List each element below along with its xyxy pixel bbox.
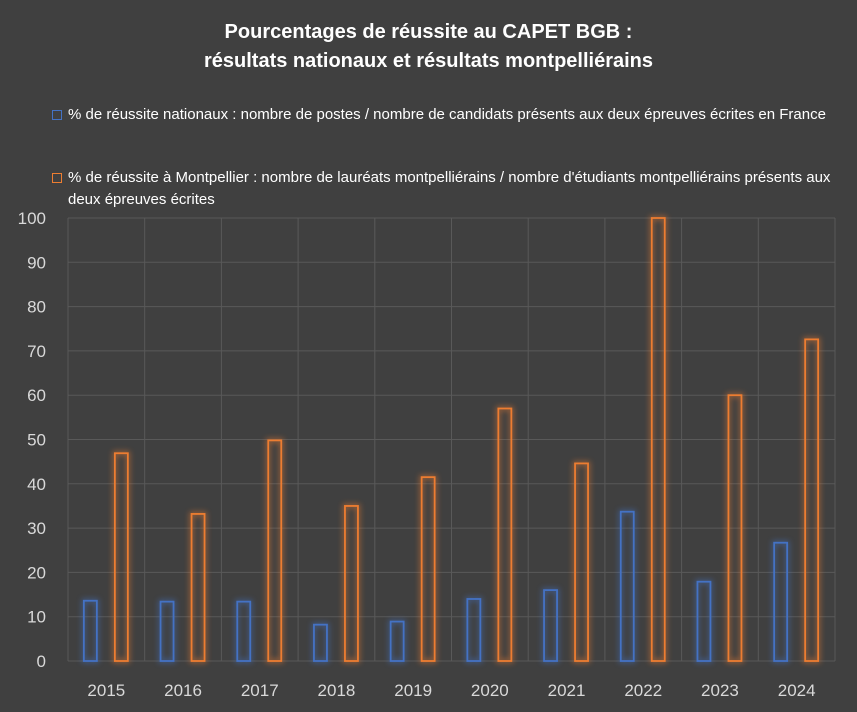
bar-montpellier [342,503,360,664]
x-tick-label: 2019 [394,681,432,700]
bar-outline [773,541,789,662]
bar-montpellier [726,393,744,663]
bar-outline [159,600,175,662]
bar-montpellier [803,337,821,663]
grid [67,217,836,662]
y-tick-label: 50 [27,431,46,450]
bar-montpellier [189,511,207,664]
x-tick-label: 2016 [164,681,202,700]
x-tick-label: 2018 [318,681,356,700]
bar-montpellier [496,406,514,663]
bar-national [618,509,636,664]
bars [81,216,821,664]
x-tick-label: 2015 [87,681,125,700]
x-tick-label: 2021 [548,681,586,700]
bar-glow [388,619,406,663]
x-tick-label: 2023 [701,681,739,700]
bar-glow [311,622,329,664]
y-tick-label: 90 [27,253,46,272]
bar-national [388,619,406,663]
bar-glow [235,599,253,663]
bar-outline [113,452,129,662]
bar-glow [266,438,284,663]
bar-outline [497,407,513,662]
bar-national [311,622,329,664]
bar-outline [344,505,359,662]
legend-label-montpellier: % de réussite à Montpellier : nombre de … [68,169,831,208]
bar-glow [496,406,514,663]
legend-swatch-montpellier [52,173,62,183]
bar-national [542,588,560,663]
bar-montpellier [649,216,667,663]
x-tick-label: 2017 [241,681,279,700]
bar-outline [190,513,206,662]
bar-glow [695,579,713,663]
legend-entry-montpellier: % de réussite à Montpellier : nombre de … [52,167,832,211]
bar-outline [82,599,98,662]
bar-montpellier [573,461,591,663]
bar-glow [772,540,790,663]
legend-label-national: % de réussite nationaux : nombre de post… [68,106,826,123]
bar-outline [543,589,558,662]
chart-title: Pourcentages de réussite au CAPET BGB : … [0,18,857,76]
bar-glow [112,451,130,663]
bar-outline [574,462,589,662]
bar-outline [267,439,283,662]
legend-entry-national: % de réussite nationaux : nombre de post… [52,104,832,126]
y-tick-label: 100 [18,209,46,228]
bar-glow [803,337,821,663]
y-tick-label: 60 [27,386,46,405]
bar-outline [236,600,252,662]
y-tick-label: 40 [27,475,46,494]
bar-outline [389,620,405,662]
y-tick-label: 70 [27,342,46,361]
y-tick-label: 10 [27,608,46,627]
bar-glow [465,596,483,663]
bar-national [81,598,99,664]
bar-national [772,540,790,663]
bar-national [695,579,713,663]
bar-national [465,596,483,663]
bar-montpellier [266,438,284,663]
legend-swatch-national [52,110,62,120]
bar-glow [618,509,636,664]
bar-outline [696,580,712,662]
y-tick-label: 0 [37,652,46,671]
x-tick-label: 2020 [471,681,509,700]
bar-glow [189,511,207,664]
bar-montpellier [419,475,437,663]
bar-glow [158,599,176,663]
y-axis-ticks: 0 10 20 30 40 50 60 70 80 90 100 [18,209,46,671]
bar-outline [650,217,666,662]
x-tick-label: 2024 [778,681,816,700]
chart-title-line-1: Pourcentages de réussite au CAPET BGB : [224,21,633,43]
bar-outline [420,476,436,662]
x-axis-ticks: 2015 2016 2017 2018 2019 2020 2021 2022 2023 2024 [87,681,815,700]
bar-glow [81,598,99,664]
bar-glow [342,503,360,664]
y-tick-label: 80 [27,298,46,317]
bar-glow [573,461,591,663]
bar-outline [313,623,328,662]
bar-national [235,599,253,663]
bar-montpellier [112,451,130,663]
bar-glow [542,588,560,663]
bar-glow [419,475,437,663]
y-tick-label: 30 [27,519,46,538]
y-tick-label: 20 [27,563,46,582]
bar-outline [619,510,635,662]
bar-outline [727,394,743,662]
x-tick-label: 2022 [624,681,662,700]
bar-national [158,599,176,663]
bar-outline [804,338,820,662]
bar-outline [466,598,482,662]
chart-title-line-2: résultats nationaux et résultats montpel… [203,50,653,72]
